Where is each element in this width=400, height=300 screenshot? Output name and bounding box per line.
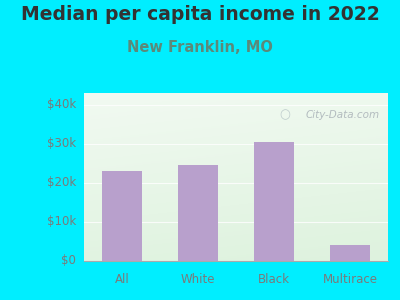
- Bar: [178, 165, 218, 261]
- Text: All: All: [115, 273, 129, 286]
- Text: $40k: $40k: [47, 98, 76, 111]
- Text: New Franklin, MO: New Franklin, MO: [127, 40, 273, 56]
- Text: White: White: [181, 273, 215, 286]
- Text: $10k: $10k: [47, 215, 76, 228]
- Bar: [102, 171, 142, 261]
- Bar: [254, 142, 294, 261]
- Text: City-Data.com: City-Data.com: [306, 110, 380, 120]
- Bar: [330, 244, 370, 261]
- Text: Multirace: Multirace: [322, 273, 378, 286]
- Text: $0: $0: [61, 254, 76, 268]
- Text: Black: Black: [258, 273, 290, 286]
- Text: $20k: $20k: [47, 176, 76, 189]
- Text: $30k: $30k: [47, 137, 76, 150]
- Text: ○: ○: [279, 108, 290, 121]
- Text: Median per capita income in 2022: Median per capita income in 2022: [21, 4, 379, 23]
